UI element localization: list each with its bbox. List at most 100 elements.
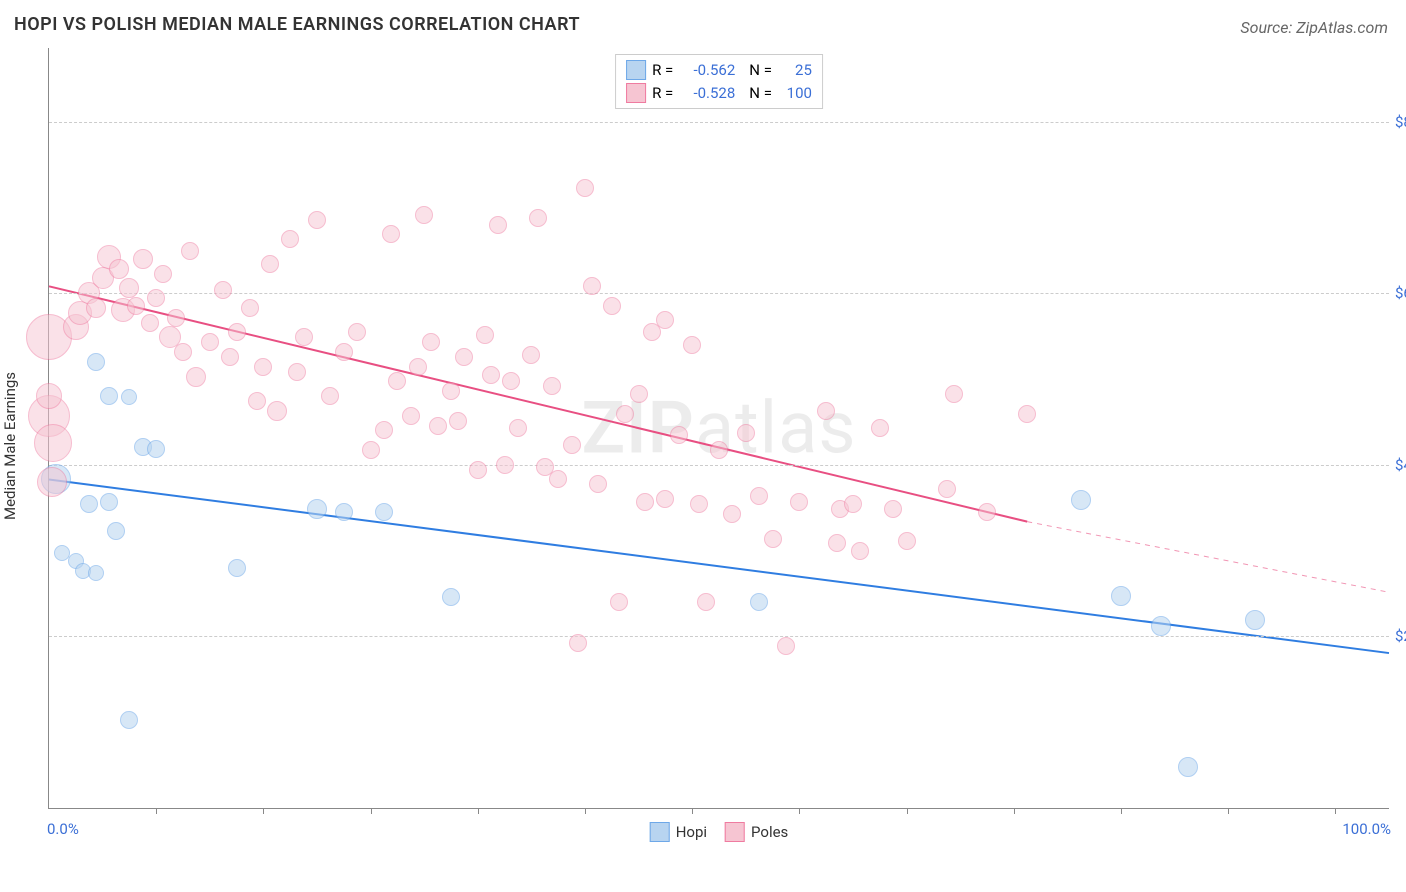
point-hopi [120,711,138,729]
gridline [49,293,1389,294]
ytick-label: $27,500 [1395,627,1406,645]
point-poles [167,309,185,327]
point-poles [281,230,299,248]
chart-title: HOPI VS POLISH MEDIAN MALE EARNINGS CORR… [14,14,580,35]
point-poles [543,377,561,395]
point-poles [737,424,755,442]
point-poles [549,470,567,488]
gridline [49,122,1389,123]
point-poles [522,346,540,364]
point-hopi [87,353,105,371]
point-poles [362,441,380,459]
point-poles [636,493,654,511]
point-hopi [307,499,327,519]
point-poles [656,311,674,329]
point-poles [589,475,607,493]
trend-lines [49,48,349,198]
point-poles [382,225,400,243]
point-poles [563,436,581,454]
legend-stat-row: R = -0.528 N = 100 [626,82,812,105]
point-hopi [375,503,393,521]
point-poles [214,281,232,299]
point-poles [844,495,862,513]
point-poles [569,634,587,652]
legend-series: HopiPoles [650,822,789,842]
xtick-minor [1121,808,1122,814]
point-hopi [107,522,125,540]
point-poles [469,461,487,479]
point-poles [851,542,869,560]
point-hopi [1071,490,1091,510]
point-hopi [1245,610,1265,630]
point-poles [186,367,206,387]
point-poles [723,505,741,523]
point-poles [37,467,67,497]
source-label: Source: ZipAtlas.com [1240,18,1388,37]
point-poles [415,206,433,224]
point-poles [348,323,366,341]
point-poles [616,405,634,423]
point-poles [777,637,795,655]
legend-stat-row: R = -0.562 N = 25 [626,59,812,82]
point-poles [476,326,494,344]
point-poles [884,500,902,518]
point-poles [790,493,808,511]
point-hopi [1151,616,1171,636]
point-hopi [442,588,460,606]
point-poles [496,456,514,474]
swatch-icon [725,822,745,842]
point-poles [34,424,72,462]
y-axis-label: Median Male Earnings [1,372,19,520]
point-poles [630,385,648,403]
point-poles [402,407,420,425]
point-poles [409,358,427,376]
point-hopi [80,495,98,513]
point-poles [109,259,129,279]
point-poles [583,277,601,295]
point-poles [529,209,547,227]
point-poles [603,297,621,315]
xtick-minor [263,808,264,814]
point-poles [690,495,708,513]
point-poles [455,348,473,366]
plot-area: ZIPatlas R = -0.562 N = 25 R = -0.528 N … [48,48,1389,809]
point-poles [127,297,145,315]
point-poles [871,419,889,437]
point-poles [489,216,507,234]
point-hopi [1178,757,1198,777]
xtick-minor [1335,808,1336,814]
point-poles [828,534,846,552]
point-poles [147,289,165,307]
point-poles [321,387,339,405]
point-poles [576,179,594,197]
point-poles [36,383,62,409]
point-poles [938,480,956,498]
point-poles [710,441,728,459]
xtick-right: 100.0% [1342,820,1391,838]
legend-item-poles: Poles [725,822,788,842]
point-poles [375,421,393,439]
legend-stats: R = -0.562 N = 25 R = -0.528 N = 100 [615,54,823,109]
point-poles [697,593,715,611]
xtick-minor [907,808,908,814]
point-poles [945,385,963,403]
point-poles [502,372,520,390]
point-poles [248,392,266,410]
point-poles [442,382,460,400]
xtick-minor [692,808,693,814]
chart-container: HOPI VS POLISH MEDIAN MALE EARNINGS CORR… [0,0,1406,892]
point-hopi [88,565,104,581]
xtick-left: 0.0% [47,820,79,838]
point-hopi [228,559,246,577]
point-poles [241,299,259,317]
ytick-label: $62,500 [1395,284,1406,302]
point-poles [817,402,835,420]
point-poles [1018,405,1036,423]
point-poles [254,358,272,376]
point-poles [228,323,246,341]
point-hopi [335,503,353,521]
point-poles [335,343,353,361]
swatch-icon [650,822,670,842]
point-poles [261,255,279,273]
point-poles [86,298,106,318]
